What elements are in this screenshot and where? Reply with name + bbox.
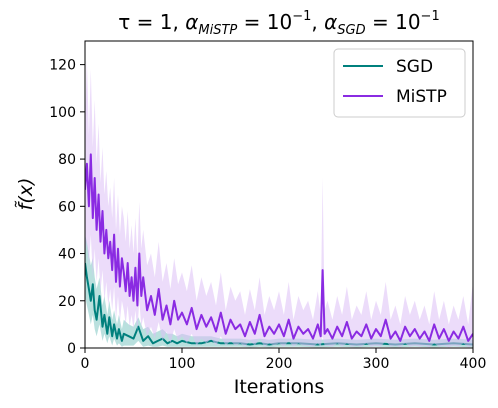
x-tick-label: 100: [169, 356, 196, 372]
series-line-mistp: [85, 153, 473, 342]
title-tau: τ = 1,: [118, 10, 185, 34]
legend-label-sgd: SGD: [396, 57, 433, 77]
y-tick-label: 60: [58, 199, 76, 215]
plot-area: [85, 59, 473, 348]
band-mistp: [85, 59, 473, 348]
y-tick-label: 80: [58, 152, 76, 168]
legend-label-mistp: MiSTP: [396, 87, 447, 107]
title-eq-mistp: = 10: [237, 10, 292, 34]
chart-title: τ = 1, αMiSTP = 10−1, αSGD = 10−1: [118, 9, 439, 38]
y-tick-label: 0: [67, 341, 76, 357]
y-tick-label: 120: [49, 58, 76, 74]
x-tick-label: 300: [363, 356, 390, 372]
title-alpha-sgd: α: [324, 10, 337, 34]
title-exp-mistp: −1: [292, 9, 311, 24]
series-group: [85, 59, 473, 348]
x-axis-label: Iterations: [234, 376, 325, 398]
x-tick-label: 400: [460, 356, 487, 372]
title-sub-sgd: SGD: [337, 23, 365, 38]
title-comma: ,: [311, 10, 324, 34]
x-tick-label: 0: [81, 356, 90, 372]
legend: SGD MiSTP: [333, 48, 466, 118]
title-alpha-mistp: α: [185, 10, 198, 34]
title-sub-mistp: MiSTP: [198, 23, 237, 38]
y-axis-label: f̃(x): [15, 178, 37, 211]
y-tick-label: 20: [58, 294, 76, 310]
title-eq-sgd: = 10: [366, 10, 421, 34]
y-tick-label: 100: [49, 105, 76, 121]
title-exp-sgd: −1: [421, 9, 440, 24]
x-tick-label: 200: [266, 356, 293, 372]
axes: 0 100 200 300 400 0 20 40 60 80 100 120: [49, 40, 487, 372]
y-tick-label: 40: [58, 247, 76, 263]
